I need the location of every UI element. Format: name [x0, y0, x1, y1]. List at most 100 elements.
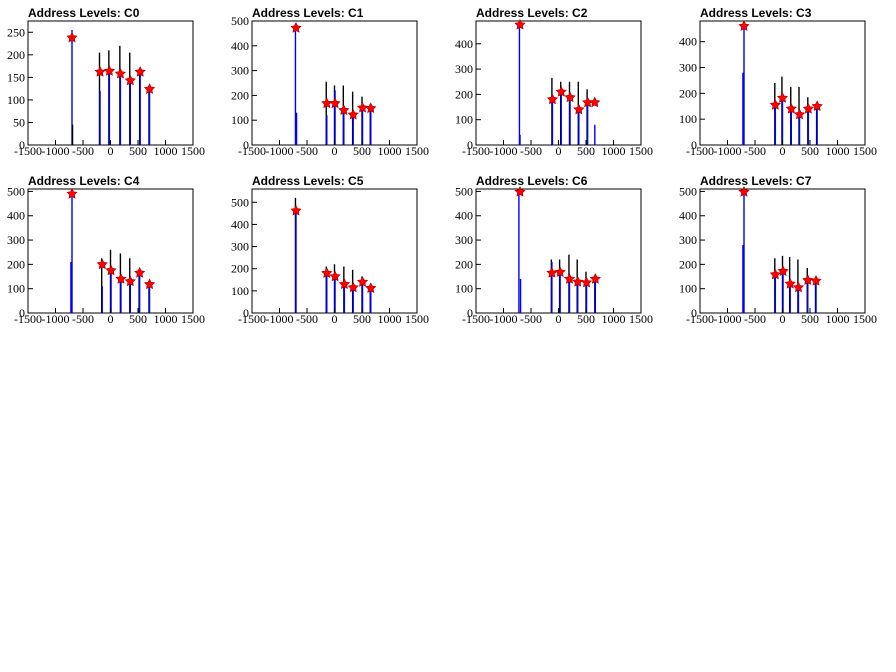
y-tick-label: 100 — [231, 113, 249, 127]
x-tick-label: -1500 — [238, 312, 266, 326]
peak-marker — [347, 281, 359, 293]
chart-panel: Address Levels: C5 0 100 200 300 400 500 -1500-… — [224, 168, 448, 336]
x-tick-label: 1000 — [826, 144, 850, 158]
x-tick-label: -1000 — [42, 312, 70, 326]
peak-marker — [356, 101, 369, 113]
y-tick-label: 400 — [679, 209, 697, 223]
x-tick-label: 1500 — [181, 144, 205, 158]
chart-title: Address Levels: C6 — [476, 174, 588, 188]
x-tick-label: -1000 — [490, 312, 518, 326]
peak-marker — [105, 264, 117, 276]
peak-marker — [546, 93, 559, 105]
x-tick-label: -500 — [744, 144, 766, 158]
x-tick-label: 500 — [801, 312, 819, 326]
peak-marker — [555, 85, 567, 97]
peak-marker — [66, 31, 78, 43]
peak-marker — [347, 108, 359, 120]
chart-panel: Address Levels: C6 0 100 200 300 400 500 -1500-… — [448, 168, 672, 336]
peak-marker — [134, 267, 146, 278]
y-tick-label: 300 — [231, 64, 249, 78]
chart-svg: 0 100 200 300 400 500 -1500 -1000 -500 0 500 1000 15… — [231, 188, 429, 326]
y-tick-label: 400 — [231, 39, 249, 53]
x-tick-label: 1000 — [378, 144, 402, 158]
chart-svg: 0 100 200 300 400 -1500 -1000 -500 0 500 1000 1500 — [679, 20, 877, 158]
x-tick-label: 0 — [332, 312, 338, 326]
chart-title: Address Levels: C0 — [28, 6, 140, 20]
chart-title: Address Levels: C5 — [252, 174, 364, 188]
x-tick-label: 1000 — [378, 312, 402, 326]
x-tick-label: 500 — [801, 144, 819, 158]
x-tick-label: 0 — [332, 144, 338, 158]
x-tick-label: -500 — [296, 144, 318, 158]
x-tick-label: -500 — [520, 312, 542, 326]
peak-marker — [785, 102, 797, 114]
y-tick-label: 500 — [455, 184, 473, 198]
peak-marker — [769, 268, 781, 280]
x-tick-label: -1000 — [266, 144, 294, 158]
plot-frame — [475, 188, 642, 314]
y-tick-label: 100 — [7, 282, 25, 296]
peak-marker — [572, 276, 584, 287]
y-tick-label: 400 — [455, 37, 473, 51]
peak-marker — [290, 204, 302, 216]
x-tick-label: 1000 — [154, 144, 178, 158]
chart-title: Address Levels: C1 — [252, 6, 364, 20]
y-tick-label: 0 — [467, 138, 473, 152]
x-tick-label: 1500 — [629, 144, 653, 158]
chart-title: Address Levels: C3 — [700, 6, 812, 20]
peak-marker — [338, 278, 350, 289]
x-tick-label: -1500 — [686, 312, 714, 326]
x-tick-label: 500 — [129, 144, 147, 158]
x-tick-label: 1000 — [154, 312, 178, 326]
peak-marker — [115, 273, 127, 284]
peak-marker — [329, 97, 341, 109]
y-tick-label: 0 — [467, 306, 473, 320]
y-tick-label: 400 — [679, 35, 697, 49]
x-tick-label: 1000 — [826, 312, 850, 326]
peak-marker — [777, 265, 789, 276]
peak-marker — [356, 276, 369, 287]
y-tick-label: 500 — [7, 184, 25, 198]
x-tick-label: 1500 — [629, 312, 653, 326]
peak-marker — [802, 102, 814, 114]
y-tick-label: 200 — [7, 48, 25, 62]
peak-marker — [811, 100, 823, 112]
chart-panel: Address Levels: C2 0 100 200 300 400 -1500 -100… — [448, 0, 672, 168]
y-tick-label: 400 — [7, 209, 25, 223]
chart-panel: Address Levels: C7 0 100 200 300 400 500 -1500-… — [672, 168, 896, 336]
y-tick-label: 400 — [231, 217, 249, 231]
y-tick-label: 100 — [231, 284, 249, 298]
x-tick-label: 1000 — [602, 312, 626, 326]
plot-frame — [475, 20, 642, 146]
peak-marker — [124, 275, 136, 287]
chart-panel: Address Levels: C3 0 100 200 300 400 -1500 -100… — [672, 0, 896, 168]
x-tick-label: -1000 — [490, 144, 518, 158]
chart-panel: Address Levels: C1 0 100 200 300 400 500 -1500-… — [224, 0, 448, 168]
x-tick-label: 500 — [353, 144, 371, 158]
peak-marker — [514, 186, 526, 197]
x-tick-label: -500 — [744, 312, 766, 326]
y-tick-label: 200 — [455, 87, 473, 101]
x-tick-label: 0 — [556, 312, 562, 326]
peak-marker — [563, 273, 576, 284]
y-tick-label: 100 — [679, 282, 697, 296]
x-tick-label: -500 — [296, 312, 318, 326]
y-tick-label: 0 — [243, 138, 249, 152]
y-tick-label: 200 — [231, 262, 249, 276]
y-tick-label: 300 — [231, 240, 249, 254]
chart-title: Address Levels: C2 — [476, 6, 588, 20]
x-tick-label: -1000 — [42, 144, 70, 158]
y-tick-label: 300 — [455, 233, 473, 247]
peak-marker — [792, 281, 805, 293]
peak-marker — [810, 275, 822, 286]
peak-marker — [94, 66, 106, 77]
x-tick-label: 500 — [129, 312, 147, 326]
y-tick-label: 100 — [7, 93, 25, 107]
x-tick-label: -1500 — [462, 312, 490, 326]
peak-marker — [321, 267, 333, 278]
y-tick-label: 200 — [679, 86, 697, 100]
x-tick-label: -1000 — [714, 312, 742, 326]
peak-marker — [589, 96, 601, 108]
x-tick-label: 1500 — [853, 312, 877, 326]
y-tick-label: 300 — [455, 62, 473, 76]
